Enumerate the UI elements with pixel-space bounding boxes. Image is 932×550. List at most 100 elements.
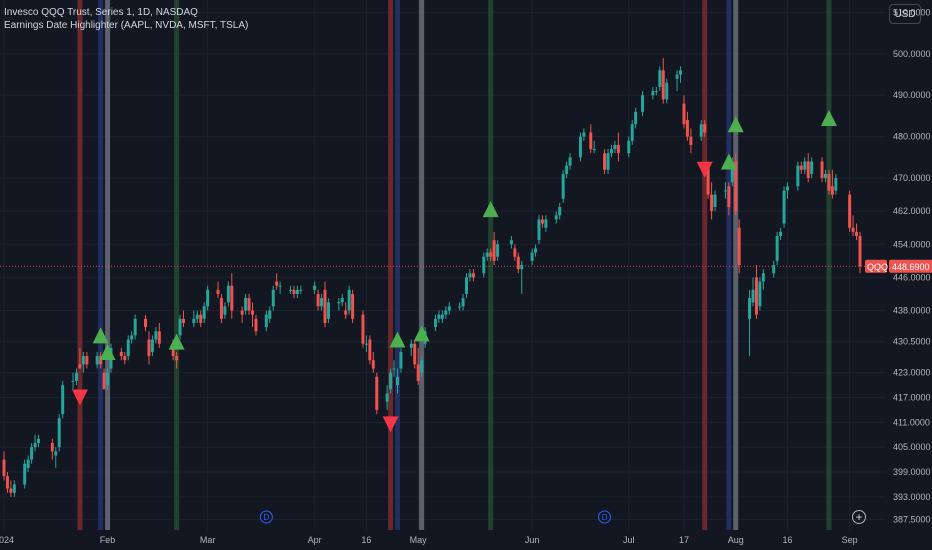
candle-body [748, 298, 752, 319]
candle-body [99, 356, 103, 365]
candle-body [292, 289, 296, 294]
earnings-marker-up [413, 325, 430, 342]
candle-body [830, 186, 834, 195]
x-tick-label: Feb [100, 535, 116, 545]
earnings-band-blue [394, 0, 400, 530]
candle-body [409, 343, 413, 348]
candle-body [416, 364, 420, 381]
candle-body [106, 372, 110, 386]
candle-body [820, 161, 824, 179]
x-tick-label: May [410, 535, 428, 545]
candle-body [264, 314, 268, 328]
time-axis: 2024 Feb Mar Apr 16 May Jun Jul 17 Aug 16 Sep [0, 535, 858, 545]
candle-body [661, 70, 665, 100]
candle-body [799, 165, 803, 170]
candle-body [268, 310, 272, 319]
candle-body [385, 393, 389, 402]
candle-body [368, 339, 372, 361]
candle-body [178, 318, 182, 336]
candle-body [81, 356, 85, 365]
candle-body [123, 356, 127, 361]
candle-body [858, 236, 862, 267]
x-tick-label: 17 [679, 535, 689, 545]
candle-body [30, 447, 34, 460]
candle-body [513, 248, 517, 257]
candle-body [392, 368, 396, 370]
candle-body [202, 306, 206, 319]
candle-body [216, 289, 220, 294]
candle-body [313, 285, 317, 290]
candle-body [119, 351, 123, 357]
candle-body [754, 277, 758, 315]
candle-body [540, 219, 544, 224]
y-tick-label: 490.0000 [893, 90, 931, 100]
candle-body [630, 124, 634, 141]
candle-body [240, 310, 244, 315]
x-tick-label: Aug [728, 535, 744, 545]
earnings-marker-up [168, 333, 185, 350]
candle-body [827, 173, 831, 191]
candle-body [447, 306, 451, 311]
candle-body [154, 331, 158, 340]
candle-body [78, 364, 82, 369]
currency-button[interactable]: USD [889, 4, 921, 24]
candle-body [654, 91, 658, 93]
candle-body [54, 451, 58, 456]
candle-body [627, 140, 631, 154]
candle-body [492, 240, 496, 261]
candle-body [609, 149, 613, 154]
candle-body [685, 120, 689, 137]
candle-body [699, 124, 703, 137]
candle-body [703, 124, 707, 133]
candle-body [175, 356, 179, 361]
candle-body [437, 314, 441, 319]
last-price-tag: QQQ 448.6900 [865, 259, 932, 273]
candle-body [823, 173, 827, 179]
legend-symbol-line[interactable]: Invesco QQQ Trust, Series 1, 1D, NASDAQ [4, 7, 198, 18]
earnings-band-green [826, 0, 832, 530]
candle-body [323, 289, 327, 323]
candle-body [206, 289, 210, 307]
y-tick-label: 470.0000 [893, 173, 931, 183]
candle-body [775, 236, 779, 261]
candle-body [413, 343, 417, 365]
candle-body [2, 459, 6, 477]
candle-body [761, 273, 765, 282]
earnings-bands [77, 0, 832, 530]
y-tick-label: 423.0000 [893, 368, 931, 378]
earnings-band-red [702, 0, 708, 530]
candle-body [689, 136, 693, 145]
candle-body [50, 443, 54, 452]
candle-body [786, 186, 790, 191]
y-tick-label: 387.5000 [893, 515, 931, 525]
price-tag-value-bg [889, 259, 932, 273]
candle-body [782, 190, 786, 224]
candle-body [326, 302, 330, 319]
candle-body [727, 186, 731, 208]
earnings-band-green [174, 0, 180, 530]
candle-body [278, 285, 282, 287]
candle-body [530, 252, 534, 261]
candle-body [458, 306, 462, 308]
dividend-label: D [602, 513, 608, 522]
candle-body [130, 335, 134, 340]
chart-legend: Invesco QQQ Trust, Series 1, 1D, NASDAQ … [4, 6, 248, 32]
candle-body [803, 161, 807, 170]
earnings-band-blue [726, 0, 732, 530]
candle-body [634, 111, 638, 125]
candle-body [582, 132, 586, 137]
candle-body [361, 314, 365, 344]
candle-body [389, 372, 393, 390]
candle-body [275, 281, 279, 286]
legend-indicator-line[interactable]: Earnings Date Highlighter (AAPL, NVDA, M… [4, 20, 249, 31]
candle-body [706, 165, 710, 195]
earnings-band-gray [733, 0, 739, 530]
add-plus-icon[interactable]: + [852, 510, 866, 524]
earnings-marker-up [92, 327, 109, 344]
candle-body [23, 463, 27, 485]
candle-body [199, 314, 203, 323]
candle-body [796, 165, 800, 187]
x-tick-label: Mar [200, 535, 216, 545]
earnings-marker-up [482, 201, 499, 218]
